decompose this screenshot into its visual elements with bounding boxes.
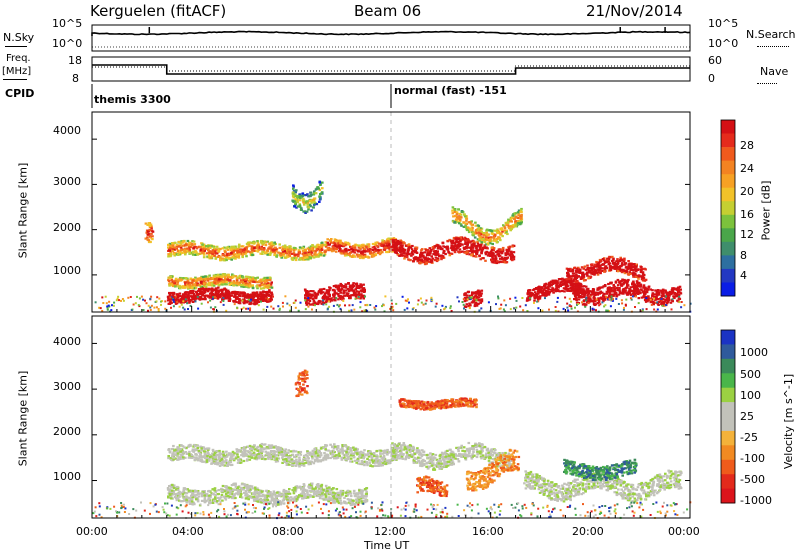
power-colorbar-swatch-11 xyxy=(721,268,735,283)
date-label: 21/Nov/2014 xyxy=(586,2,683,20)
vel-cbar-tick-m100: -100 xyxy=(740,452,765,465)
power-cbar-tick-4: 4 xyxy=(740,269,747,282)
xtick-4: 16:00 xyxy=(472,525,504,538)
power-colorbar-swatch-9 xyxy=(721,241,735,256)
freq-legend-line xyxy=(3,79,27,80)
noise-panel-frame xyxy=(91,24,691,52)
nsky-tick-top: 10^5 xyxy=(52,17,83,30)
nsearch-tick-bottom: 10^0 xyxy=(708,37,739,50)
power-ytick-2000: 2000 xyxy=(53,221,81,234)
power-colorbar-swatch-3 xyxy=(721,160,735,175)
freq-panel-frame xyxy=(91,56,691,82)
vel-cbar-tick-m500: -500 xyxy=(740,473,765,486)
xtick-0: 00:00 xyxy=(76,525,108,538)
power-cbar-tick-16: 16 xyxy=(740,208,754,221)
vel-cbar-tick-500: 500 xyxy=(740,368,761,381)
power-colorbar-swatch-5 xyxy=(721,187,735,202)
cpid-label: CPID xyxy=(5,87,35,100)
xtick-1: 04:00 xyxy=(172,525,204,538)
cpid-entry-2: normal (fast) -151 xyxy=(394,84,507,97)
power-ytick-3000: 3000 xyxy=(53,175,81,188)
xtick-5: 20:00 xyxy=(572,525,604,538)
velocity-colorbar-frame xyxy=(720,329,736,504)
power-scatter-cells xyxy=(94,180,692,313)
power-cbar-tick-24: 24 xyxy=(740,162,754,175)
velocity-ytick-4000: 4000 xyxy=(53,335,81,348)
freq-label: Freq. xyxy=(6,53,31,64)
velocity-colorbar-swatch-0 xyxy=(721,330,735,345)
power-colorbar-swatch-0 xyxy=(721,120,735,134)
nave-tick-top: 60 xyxy=(708,54,722,67)
velocity-colorbar-swatch-10 xyxy=(721,474,735,489)
power-colorbar-swatch-6 xyxy=(721,201,735,216)
power-colorbar-swatch-2 xyxy=(721,147,735,161)
power-colorbar-swatch-8 xyxy=(721,228,735,243)
power-cbar-tick-12: 12 xyxy=(740,228,754,241)
velocity-colorbar-swatch-6 xyxy=(721,416,735,432)
power-colorbar-swatch-1 xyxy=(721,133,735,148)
velocity-scatter-cells xyxy=(92,369,692,520)
velocity-colorbar-swatch-7 xyxy=(721,430,735,446)
velocity-colorbar-swatch-4 xyxy=(721,387,735,403)
freq-tick-top: 18 xyxy=(68,54,82,67)
nsky-line xyxy=(91,30,691,36)
cpid-entry-1: themis 3300 xyxy=(94,93,171,106)
power-colorbar-frame xyxy=(720,119,736,297)
frequency-line xyxy=(92,64,690,75)
vel-cbar-tick-1000: 1000 xyxy=(740,346,768,359)
beam-label: Beam 06 xyxy=(354,2,422,20)
xtick-3: 12:00 xyxy=(374,525,406,538)
nsky-tick-bottom: 10^0 xyxy=(52,37,83,50)
xtick-2: 08:00 xyxy=(272,525,304,538)
velocity-colorbar-swatch-1 xyxy=(721,344,735,360)
power-colorbar-swatch-4 xyxy=(721,174,735,189)
power-cbar-tick-8: 8 xyxy=(740,249,747,262)
power-ytick-1000: 1000 xyxy=(53,264,81,277)
velocity-ytick-1000: 1000 xyxy=(53,470,81,483)
freq-unit-label: [MHz] xyxy=(2,66,32,77)
nave-tick-bottom: 0 xyxy=(708,72,715,85)
vel-cbar-tick-m25: -25 xyxy=(740,431,758,444)
vel-cbar-tick-m1000: -1000 xyxy=(740,494,772,507)
velocity-colorbar-swatch-9 xyxy=(721,459,735,475)
nave-label: Nave xyxy=(760,65,789,78)
velocity-ytick-2000: 2000 xyxy=(53,425,81,438)
velocity-colorbar-swatch-8 xyxy=(721,445,735,461)
power-ytick-4000: 4000 xyxy=(53,124,81,137)
radar-title: Kerguelen (fitACF) xyxy=(90,2,227,20)
nsearch-tick-top: 10^5 xyxy=(708,17,739,30)
power-cbar-tick-28: 28 xyxy=(740,139,754,152)
velocity-colorbar-swatch-5 xyxy=(721,402,735,417)
nsearch-legend-line xyxy=(757,46,789,47)
velocity-colorbar-swatch-11 xyxy=(721,488,735,504)
nsky-label: N.Sky xyxy=(3,31,35,44)
power-colorbar-swatch-12 xyxy=(721,282,735,297)
power-colorbar-swatch-10 xyxy=(721,255,735,270)
vel-cbar-tick-100: 100 xyxy=(740,389,761,402)
nsearch-label: N.Search xyxy=(746,28,796,41)
nsky-legend-line xyxy=(5,46,27,47)
freq-tick-bottom: 8 xyxy=(72,72,79,85)
power-cbar-tick-20: 20 xyxy=(740,185,754,198)
vel-cbar-tick-25: 25 xyxy=(740,410,754,423)
velocity-ytick-3000: 3000 xyxy=(53,380,81,393)
xtick-6: 00:00 xyxy=(668,525,700,538)
power-colorbar-swatch-7 xyxy=(721,214,735,229)
nave-legend-line xyxy=(757,83,777,84)
velocity-colorbar-swatch-2 xyxy=(721,358,735,374)
velocity-colorbar-swatch-3 xyxy=(721,373,735,389)
xlabel: Time UT xyxy=(364,539,410,552)
